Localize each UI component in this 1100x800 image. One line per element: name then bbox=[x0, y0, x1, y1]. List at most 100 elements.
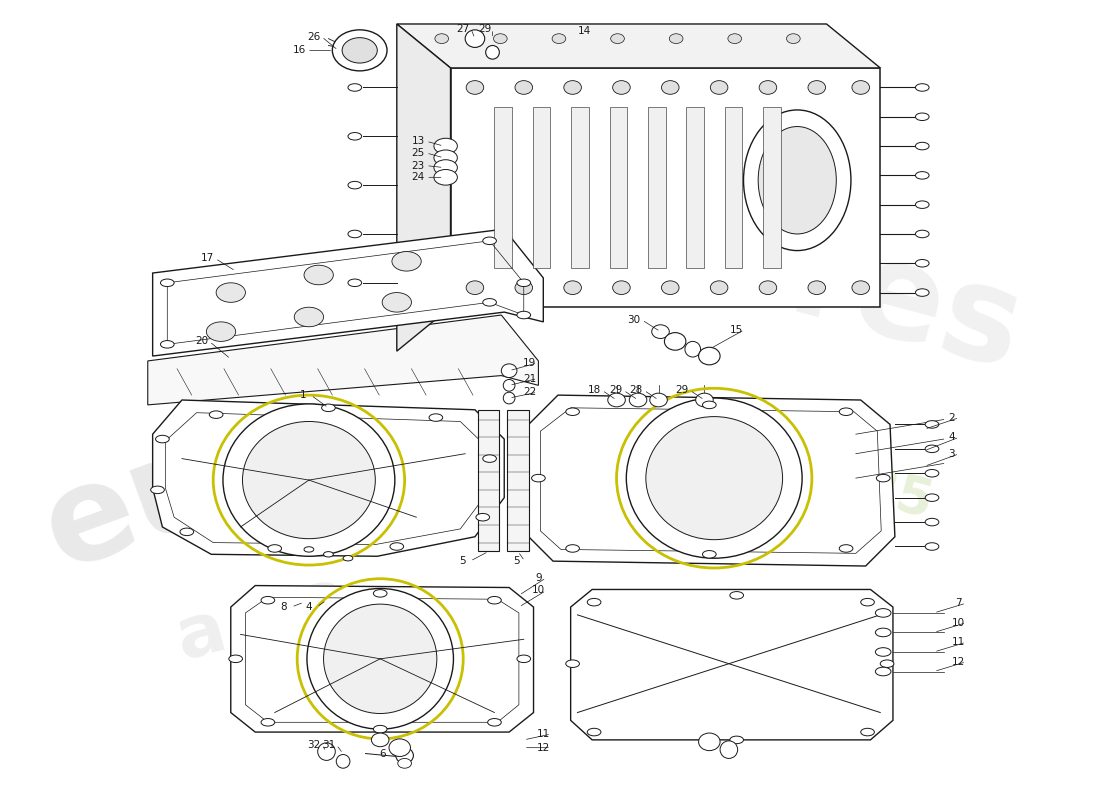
Ellipse shape bbox=[433, 160, 458, 175]
Ellipse shape bbox=[483, 455, 496, 462]
Text: 25: 25 bbox=[411, 148, 425, 158]
Ellipse shape bbox=[307, 589, 453, 729]
Text: 15: 15 bbox=[730, 325, 744, 334]
Polygon shape bbox=[571, 107, 588, 268]
Text: 27: 27 bbox=[456, 24, 470, 34]
Ellipse shape bbox=[382, 293, 411, 312]
Ellipse shape bbox=[494, 34, 507, 43]
Polygon shape bbox=[507, 410, 529, 551]
Text: 20: 20 bbox=[195, 337, 208, 346]
Ellipse shape bbox=[808, 81, 826, 94]
Polygon shape bbox=[686, 107, 704, 268]
Ellipse shape bbox=[318, 743, 336, 760]
Ellipse shape bbox=[531, 474, 546, 482]
Ellipse shape bbox=[651, 325, 669, 338]
Ellipse shape bbox=[151, 486, 164, 494]
Ellipse shape bbox=[877, 474, 890, 482]
Ellipse shape bbox=[268, 545, 282, 552]
Ellipse shape bbox=[337, 754, 350, 768]
Ellipse shape bbox=[433, 170, 458, 185]
Ellipse shape bbox=[759, 81, 777, 94]
Ellipse shape bbox=[629, 393, 647, 407]
Ellipse shape bbox=[661, 281, 679, 294]
Ellipse shape bbox=[304, 266, 333, 285]
Ellipse shape bbox=[396, 748, 414, 763]
Ellipse shape bbox=[466, 281, 484, 294]
Text: 24: 24 bbox=[411, 172, 425, 182]
Ellipse shape bbox=[433, 150, 458, 166]
Ellipse shape bbox=[613, 281, 630, 294]
Ellipse shape bbox=[161, 341, 174, 348]
Ellipse shape bbox=[242, 422, 375, 538]
Ellipse shape bbox=[564, 81, 582, 94]
Ellipse shape bbox=[515, 281, 532, 294]
Ellipse shape bbox=[261, 597, 275, 604]
Ellipse shape bbox=[487, 718, 502, 726]
Polygon shape bbox=[397, 24, 880, 68]
Ellipse shape bbox=[664, 333, 686, 350]
Ellipse shape bbox=[860, 728, 875, 736]
Ellipse shape bbox=[504, 379, 515, 391]
Ellipse shape bbox=[839, 545, 853, 552]
Polygon shape bbox=[532, 107, 550, 268]
Ellipse shape bbox=[261, 718, 275, 726]
Ellipse shape bbox=[915, 172, 930, 179]
Ellipse shape bbox=[744, 110, 851, 250]
Ellipse shape bbox=[661, 81, 679, 94]
Ellipse shape bbox=[304, 546, 313, 552]
Ellipse shape bbox=[915, 230, 930, 238]
Text: 23: 23 bbox=[411, 161, 425, 170]
Polygon shape bbox=[153, 400, 504, 556]
Ellipse shape bbox=[373, 726, 387, 733]
Ellipse shape bbox=[703, 550, 716, 558]
Polygon shape bbox=[153, 229, 543, 356]
Ellipse shape bbox=[434, 34, 449, 43]
Ellipse shape bbox=[860, 598, 875, 606]
Polygon shape bbox=[231, 586, 534, 732]
Text: 5: 5 bbox=[514, 556, 520, 566]
Text: 12: 12 bbox=[952, 657, 965, 666]
Text: 10: 10 bbox=[532, 586, 544, 595]
Ellipse shape bbox=[915, 84, 930, 91]
Ellipse shape bbox=[517, 279, 530, 286]
Text: 32: 32 bbox=[307, 740, 320, 750]
Ellipse shape bbox=[728, 34, 741, 43]
Ellipse shape bbox=[373, 590, 387, 597]
Ellipse shape bbox=[808, 281, 826, 294]
Ellipse shape bbox=[389, 739, 410, 757]
Text: 13: 13 bbox=[411, 136, 425, 146]
Ellipse shape bbox=[925, 470, 939, 477]
Ellipse shape bbox=[180, 528, 194, 536]
Ellipse shape bbox=[483, 237, 496, 245]
Ellipse shape bbox=[487, 597, 502, 604]
Ellipse shape bbox=[876, 609, 891, 618]
Ellipse shape bbox=[565, 545, 580, 552]
Ellipse shape bbox=[925, 494, 939, 502]
Ellipse shape bbox=[504, 392, 515, 404]
Text: 6: 6 bbox=[378, 749, 385, 758]
Ellipse shape bbox=[786, 34, 800, 43]
Text: 5: 5 bbox=[459, 556, 465, 566]
Ellipse shape bbox=[323, 552, 333, 557]
Ellipse shape bbox=[646, 417, 782, 540]
Text: 4: 4 bbox=[306, 602, 312, 612]
Ellipse shape bbox=[476, 514, 490, 521]
Ellipse shape bbox=[925, 421, 939, 428]
Polygon shape bbox=[725, 107, 742, 268]
Text: 29: 29 bbox=[609, 386, 623, 395]
Ellipse shape bbox=[390, 542, 404, 550]
Ellipse shape bbox=[343, 555, 353, 561]
Text: 30: 30 bbox=[628, 315, 640, 325]
Text: 3: 3 bbox=[948, 449, 955, 458]
Ellipse shape bbox=[515, 81, 532, 94]
Ellipse shape bbox=[517, 655, 530, 662]
Ellipse shape bbox=[711, 281, 728, 294]
Ellipse shape bbox=[610, 34, 625, 43]
Text: a pa: a pa bbox=[169, 563, 355, 674]
Ellipse shape bbox=[876, 628, 891, 637]
Ellipse shape bbox=[729, 736, 744, 744]
Ellipse shape bbox=[839, 408, 853, 415]
Text: 17: 17 bbox=[200, 254, 214, 263]
Polygon shape bbox=[529, 395, 895, 566]
Ellipse shape bbox=[321, 404, 336, 411]
